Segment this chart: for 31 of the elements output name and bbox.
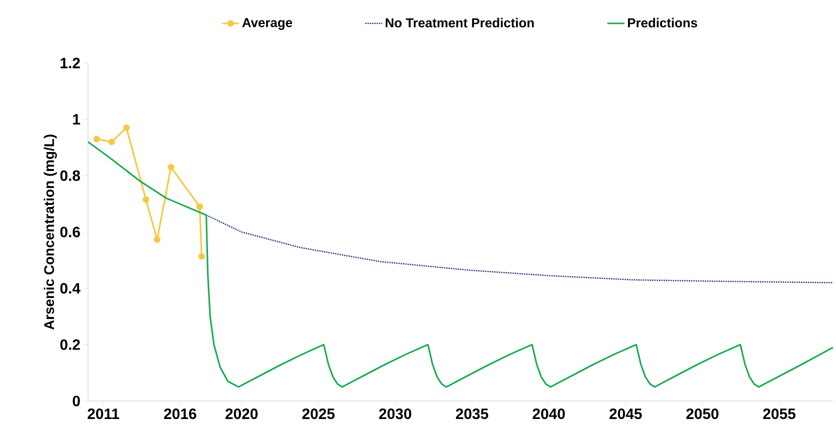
line-series xyxy=(87,141,834,388)
line-series xyxy=(206,214,834,284)
x-tick-label: 2030 xyxy=(379,408,412,420)
y-axis-title: Arsenic Concentration (mg/L) xyxy=(44,134,57,330)
x-tick-label: 2020 xyxy=(226,408,258,420)
point xyxy=(123,124,130,132)
y-tick-label: 1 xyxy=(73,114,80,124)
point xyxy=(168,164,174,170)
x-tick-label: 2025 xyxy=(302,408,335,420)
legend-label: Average xyxy=(242,18,292,30)
point xyxy=(196,203,203,210)
point xyxy=(154,236,160,243)
x-tick-label: 2045 xyxy=(610,408,642,420)
x-tick-label: 2011 xyxy=(88,408,120,420)
point xyxy=(108,138,115,146)
x-tick-label: 2055 xyxy=(763,408,796,420)
legend-label: No Treatment Prediction xyxy=(386,18,534,28)
x-tick-label: 2040 xyxy=(532,408,565,420)
x-tick-label: 2035 xyxy=(456,408,488,420)
legend-label: Predictions xyxy=(628,18,698,28)
y-tick-label: 0.2 xyxy=(60,339,80,350)
x-tick-label: 2016 xyxy=(164,408,196,420)
point xyxy=(93,136,100,142)
y-tick-label: 0.6 xyxy=(60,226,80,238)
y-tick-label: 1.2 xyxy=(60,58,80,68)
y-tick-label: 0.8 xyxy=(60,170,80,181)
x-tick-label: 2050 xyxy=(686,408,718,420)
point xyxy=(198,253,205,260)
point xyxy=(142,196,150,203)
y-tick-label: 0 xyxy=(72,396,80,406)
y-tick-label: 0.4 xyxy=(60,283,80,294)
